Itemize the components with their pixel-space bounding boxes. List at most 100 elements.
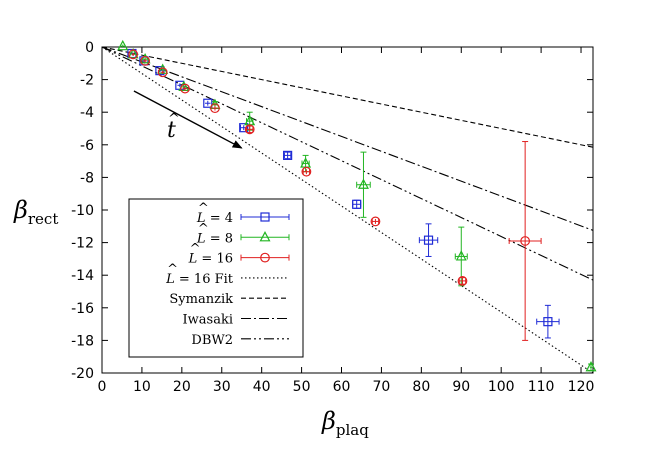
legend-label-hat: ^ xyxy=(198,221,209,236)
series-line-iwasaki xyxy=(102,47,593,231)
marker-square xyxy=(543,317,553,327)
legend-label: L = 16 xyxy=(188,252,233,267)
data-point xyxy=(283,150,293,160)
data-point xyxy=(418,223,439,257)
x-tick-label: 30 xyxy=(213,379,231,395)
series-line-symanzik xyxy=(102,47,593,148)
line-series xyxy=(102,47,593,373)
axis-ticks: 0 10 20 30 40 50 60 70 80 90 100 110 120 0 -2 -4 -6 -8 -10… xyxy=(71,40,594,395)
x-axis-label-sub: plaq xyxy=(336,421,369,439)
data-point xyxy=(457,276,468,286)
marker-triangle xyxy=(357,178,369,189)
legend-label-rest: Symanzik xyxy=(169,292,233,307)
marker-square xyxy=(283,150,293,160)
marker-square xyxy=(155,66,165,76)
y-tick-label: -10 xyxy=(71,203,94,219)
data-point xyxy=(128,49,139,60)
legend-label-hat: ^ xyxy=(190,242,201,257)
annotation-label: t xyxy=(167,118,176,143)
data-point xyxy=(352,199,362,209)
marker-circle xyxy=(157,67,168,78)
legend-label-var: L xyxy=(165,272,175,287)
marker-square xyxy=(423,235,434,245)
y-tick-label: -4 xyxy=(80,105,94,121)
legend-label-hat: ^ xyxy=(198,201,209,216)
y-axis-label: βrect xyxy=(13,196,58,228)
legend-label-hat: ^ xyxy=(167,262,178,277)
x-tick-label: 80 xyxy=(412,379,430,395)
legend-label-rest: = 4 xyxy=(206,211,233,226)
legend-label-rest: = 16 Fit xyxy=(175,272,234,287)
x-tick-label: 0 xyxy=(98,379,107,395)
y-tick-label: -2 xyxy=(80,73,94,89)
x-tick-label: 120 xyxy=(568,379,595,395)
marker-triangle xyxy=(585,361,597,372)
y-tick-label: 0 xyxy=(85,40,94,56)
y-tick-label: -20 xyxy=(71,366,94,382)
data-point xyxy=(370,216,381,227)
legend-label-rest: = 16 xyxy=(197,252,233,267)
marker-circle xyxy=(180,83,190,94)
legend-label: Iwasaki xyxy=(183,313,233,328)
legend-label-rest: Iwasaki xyxy=(183,313,233,328)
point-series xyxy=(117,39,597,372)
legend-label: Symanzik xyxy=(169,292,233,307)
x-tick-label: 40 xyxy=(253,379,271,395)
data-point xyxy=(140,55,151,66)
data-point xyxy=(180,83,190,94)
marker-circle xyxy=(128,49,139,60)
annotation: t^ xyxy=(133,90,243,149)
data-point xyxy=(301,166,312,177)
data-point xyxy=(203,98,213,108)
legend-entry: L = 8^ xyxy=(196,221,290,246)
marker-circle xyxy=(140,55,151,66)
marker-square xyxy=(352,199,362,209)
x-tick-label: 50 xyxy=(293,379,311,395)
marker-circle xyxy=(244,124,255,135)
x-axis-label: βplaq xyxy=(321,407,369,439)
y-tick-label: -18 xyxy=(71,333,94,349)
series-line-dbw2 xyxy=(102,47,593,281)
marker-triangle xyxy=(139,52,151,64)
legend-label-var: L xyxy=(196,231,206,246)
x-tick-label: 70 xyxy=(373,379,391,395)
marker-circle xyxy=(520,236,531,246)
legend-label-rest: = 8 xyxy=(206,231,233,246)
legend-label-rest: DBW2 xyxy=(191,333,233,348)
y-tick-label: -8 xyxy=(80,170,94,186)
legend-entry: Symanzik xyxy=(169,292,289,307)
legend-label: L = 16 Fit xyxy=(165,272,234,287)
legend-entry: L = 4^ xyxy=(196,201,290,226)
y-tick-label: -6 xyxy=(80,138,94,154)
x-tick-label: 10 xyxy=(133,379,151,395)
data-point xyxy=(508,141,542,341)
marker-circle xyxy=(457,276,468,286)
data-point xyxy=(454,226,468,287)
data-point xyxy=(244,124,255,135)
marker-triangle xyxy=(455,250,467,261)
marker-square xyxy=(203,98,213,108)
legend-label: L = 8 xyxy=(196,231,233,246)
time-arrow xyxy=(133,90,243,149)
legend-marker-triangle xyxy=(259,231,271,242)
marker-circle xyxy=(301,166,312,177)
legend-label: DBW2 xyxy=(191,333,233,348)
series-l-16 xyxy=(128,49,542,341)
legend-label-var: L xyxy=(188,252,198,267)
legend-entry: DBW2 xyxy=(191,333,289,348)
data-point xyxy=(536,304,560,339)
marker-square xyxy=(239,123,249,133)
legend-label-var: L xyxy=(196,211,206,226)
x-axis-label-main: β xyxy=(321,407,336,435)
y-tick-label: -16 xyxy=(71,301,94,317)
y-tick-label: -12 xyxy=(71,236,94,252)
data-point xyxy=(585,361,597,372)
legend-entry: L = 16^ xyxy=(188,242,290,267)
legend-entry: L = 16 Fit^ xyxy=(165,262,289,287)
data-point xyxy=(356,151,371,218)
marker-circle xyxy=(370,216,381,227)
x-tick-label: 110 xyxy=(528,379,555,395)
x-tick-label: 90 xyxy=(452,379,470,395)
data-point xyxy=(210,103,220,114)
